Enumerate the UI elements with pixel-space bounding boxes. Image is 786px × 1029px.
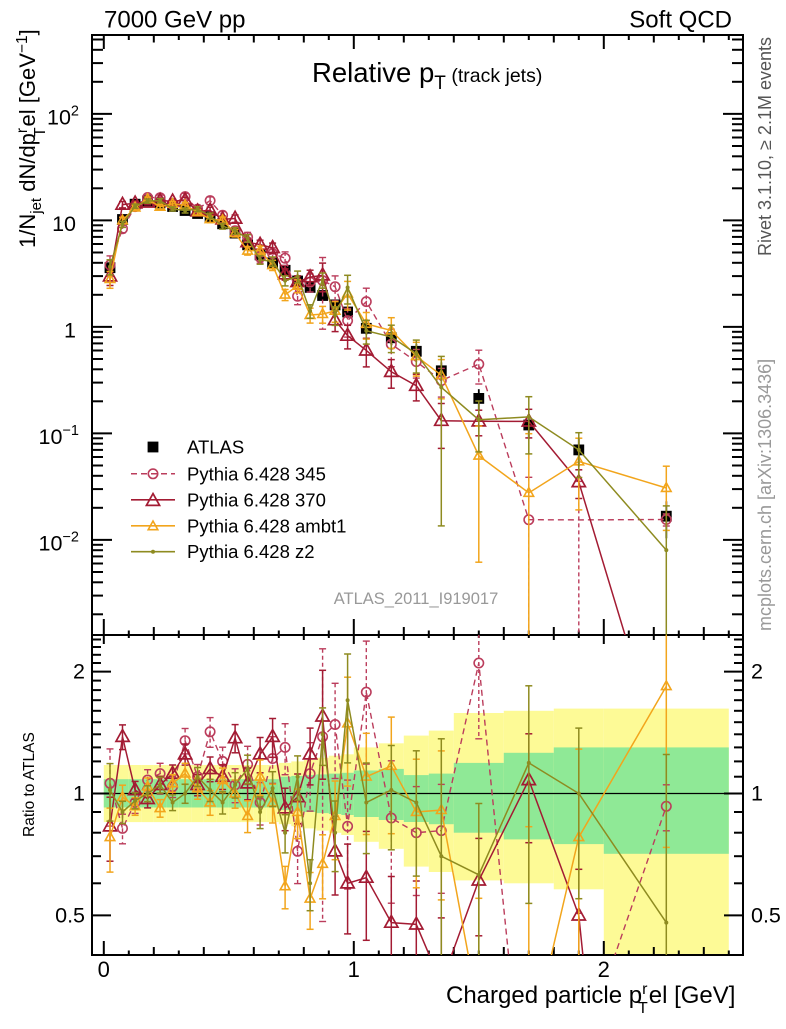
svg-text:Pythia 6.428 370: Pythia 6.428 370 — [187, 489, 326, 510]
svg-text:1: 1 — [751, 782, 763, 806]
svg-text:ATLAS_2011_I919017: ATLAS_2011_I919017 — [334, 590, 499, 608]
svg-text:0.5: 0.5 — [55, 903, 85, 927]
svg-text:0.5: 0.5 — [751, 903, 781, 927]
svg-text:Ratio to ATLAS: Ratio to ATLAS — [21, 732, 38, 837]
svg-text:2: 2 — [73, 660, 85, 684]
svg-text:0: 0 — [98, 957, 110, 982]
svg-text:Pythia 6.428 z2: Pythia 6.428 z2 — [187, 541, 315, 562]
svg-text:Pythia 6.428 ambt1: Pythia 6.428 ambt1 — [187, 515, 346, 536]
svg-text:1: 1 — [348, 957, 360, 982]
svg-text:mcplots.cern.ch [arXiv:1306.34: mcplots.cern.ch [arXiv:1306.3436] — [755, 359, 775, 631]
svg-text:7000 GeV pp: 7000 GeV pp — [104, 7, 245, 34]
svg-text:Rivet 3.1.10, ≥ 2.1M events: Rivet 3.1.10, ≥ 2.1M events — [755, 37, 775, 256]
svg-text:10: 10 — [52, 212, 76, 236]
svg-text:2: 2 — [751, 660, 763, 684]
svg-text:2: 2 — [598, 957, 610, 982]
svg-text:Soft QCD: Soft QCD — [629, 7, 732, 34]
svg-text:Pythia 6.428 345: Pythia 6.428 345 — [187, 463, 326, 484]
svg-text:1: 1 — [64, 318, 76, 342]
svg-text:1: 1 — [73, 782, 85, 806]
svg-text:ATLAS: ATLAS — [187, 437, 244, 458]
